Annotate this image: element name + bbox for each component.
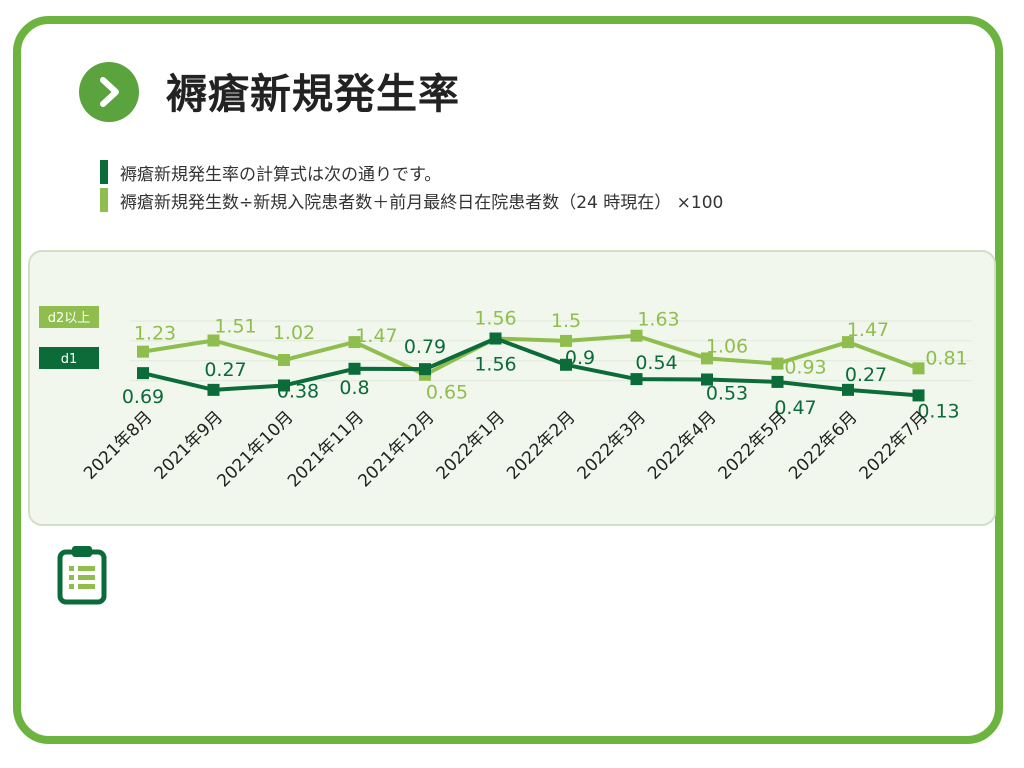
data-label-d2-2: 1.02	[273, 322, 315, 344]
data-point-d1-7	[630, 373, 643, 386]
data-label-d2-9: 0.93	[784, 357, 826, 379]
data-label-d1-11: 0.13	[917, 400, 959, 422]
formula-line-2: 褥瘡新規発生数÷新規入院患者数＋前月最終日在院患者数（24 時現在） ×100	[100, 188, 724, 213]
line-chart: d2以上 d1 1.23 1.51 1.02 1.47 0.65 1.56 1.5 1.63 1.0…	[39, 306, 972, 491]
data-point-d2-2	[278, 354, 290, 367]
chevron-right-icon	[100, 77, 119, 107]
data-label-d1-5: 1.56	[474, 354, 516, 376]
data-label-d2-11: 0.81	[925, 347, 967, 369]
data-point-d1-8	[701, 373, 713, 386]
data-point-d2-11	[912, 362, 925, 375]
data-point-d1-2	[278, 379, 290, 392]
data-label-d1-10: 0.27	[845, 364, 887, 386]
data-label-d2-4: 0.65	[426, 382, 468, 404]
data-label-d1-1: 0.27	[204, 359, 246, 381]
data-label-d1-0: 0.69	[122, 386, 164, 408]
data-point-d1-11	[912, 389, 925, 402]
series-line-d2	[142, 333, 920, 377]
data-point-d1-0	[137, 367, 149, 380]
data-label-d1-3: 0.8	[339, 377, 369, 399]
data-label-d1-4: 0.79	[404, 336, 446, 358]
data-point-d2-7	[630, 329, 643, 342]
x-tick-label-9: 2022年5月	[715, 407, 791, 483]
data-point-d2-6	[560, 334, 572, 347]
formula-bar-dark	[100, 160, 108, 184]
legend-swatch-d1	[39, 347, 99, 369]
data-point-d2-1	[207, 334, 220, 347]
x-tick-label-0: 2021年8月	[80, 407, 156, 483]
formula-bar-light	[100, 188, 108, 212]
data-label-d1-2: 0.38	[277, 380, 319, 402]
data-point-d2-9	[771, 357, 784, 370]
data-point-d2-0	[137, 345, 149, 358]
x-tick-label-5: 2022年1月	[433, 407, 509, 483]
formula-line-1: 褥瘡新規発生率の計算式は次の通りです。	[100, 160, 442, 185]
data-label-d2-7: 1.63	[637, 309, 679, 331]
data-label-d2-8: 1.06	[706, 335, 748, 357]
data-point-d1-5	[489, 332, 502, 345]
data-point-d2-8	[701, 352, 713, 365]
legend-label-d2: d2以上	[48, 311, 91, 326]
x-tick-label-1: 2021年9月	[151, 407, 227, 483]
nav-button[interactable]	[79, 62, 139, 122]
x-tick-label-6: 2022年2月	[503, 407, 579, 483]
x-tick-label-7: 2022年3月	[574, 407, 650, 483]
x-tick-label-8: 2022年4月	[644, 407, 720, 483]
data-point-d1-3	[348, 362, 361, 375]
clipboard-icon	[52, 544, 112, 610]
data-label-d2-0: 1.23	[134, 323, 176, 345]
data-point-d1-9	[771, 375, 784, 388]
data-point-d2-10	[842, 336, 854, 349]
formula-text-1: 褥瘡新規発生率の計算式は次の通りです。	[120, 164, 442, 185]
formula-text-2: 褥瘡新規発生数÷新規入院患者数＋前月最終日在院患者数（24 時現在） ×100	[120, 192, 724, 213]
data-label-d1-7: 0.54	[635, 352, 677, 374]
x-tick-label-11: 2022年7月	[856, 407, 932, 483]
legend-label-d1: d1	[61, 352, 78, 367]
data-point-d1-6	[560, 358, 572, 371]
data-label-d1-6: 0.9	[565, 347, 595, 369]
data-label-d1-9: 0.47	[774, 397, 816, 419]
page-title: 褥瘡新規発生率	[166, 70, 460, 118]
data-label-d2-1: 1.51	[214, 316, 256, 338]
data-label-d2-5: 1.56	[474, 308, 516, 330]
data-label-d2-6: 1.5	[551, 310, 581, 332]
data-point-d1-1	[207, 383, 220, 396]
data-label-d2-3: 1.47	[355, 325, 397, 347]
data-point-d1-4	[419, 363, 431, 376]
legend-swatch-d2	[39, 306, 99, 328]
data-label-d2-10: 1.47	[847, 319, 889, 341]
data-label-d1-8: 0.53	[706, 383, 748, 405]
series-line-d1	[142, 336, 919, 398]
data-point-d1-10	[842, 383, 854, 396]
chart-container: d2以上 d1 1.23 1.51 1.02 1.47 0.65 1.56 1.5 1.63 1.0…	[28, 250, 996, 526]
x-tick-label-4: 2021年12月	[354, 407, 438, 491]
data-point-d2-3	[348, 336, 361, 349]
